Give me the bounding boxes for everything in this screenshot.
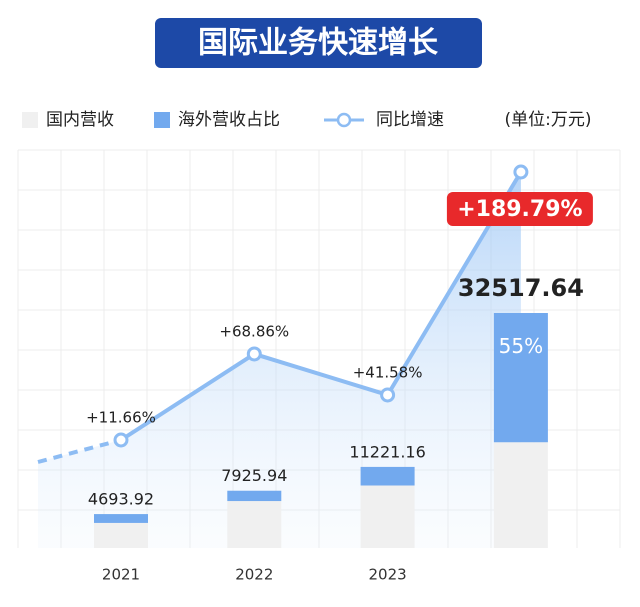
legend-swatch	[22, 112, 38, 128]
total-label: 7925.94	[221, 466, 287, 485]
area-fill	[38, 172, 521, 548]
chart-title: 国际业务快速增长	[198, 26, 438, 61]
x-tick-label: 2022	[235, 566, 273, 584]
bar-domestic	[94, 522, 148, 548]
legend-label: 海外营收占比	[178, 110, 280, 130]
total-label: 4693.92	[88, 490, 154, 509]
legend-marker	[336, 112, 352, 128]
x-tick-label: 2023	[369, 566, 407, 584]
share-label: 55%	[499, 334, 543, 358]
bar-domestic	[493, 442, 548, 548]
growth-point	[513, 164, 529, 180]
growth-label: +68.86%	[219, 322, 289, 340]
unit-label: (单位:万元)	[505, 110, 592, 130]
title-box	[155, 18, 482, 68]
legend-swatch	[154, 112, 170, 128]
total-label: 11221.16	[349, 442, 425, 461]
line-lead	[37, 438, 122, 464]
highlight-box	[446, 192, 593, 226]
bar-overseas	[493, 313, 548, 443]
legend-label: 国内营收	[46, 110, 114, 130]
growth-label: +189.79%	[457, 197, 582, 222]
growth-line	[119, 170, 523, 442]
legend-label: 同比增速	[376, 110, 444, 130]
bar-domestic	[360, 485, 415, 548]
bar-overseas	[360, 466, 415, 486]
growth-point	[113, 432, 129, 448]
growth-point	[246, 346, 262, 362]
bar-overseas	[227, 490, 282, 502]
x-tick-label: 2021	[102, 566, 140, 584]
bar-domestic	[227, 501, 282, 548]
growth-label: +41.58%	[353, 363, 423, 381]
growth-label: +11.66%	[86, 409, 156, 427]
total-label: 32517.64	[458, 274, 584, 302]
growth-point	[380, 387, 396, 403]
bar-overseas	[94, 514, 148, 523]
